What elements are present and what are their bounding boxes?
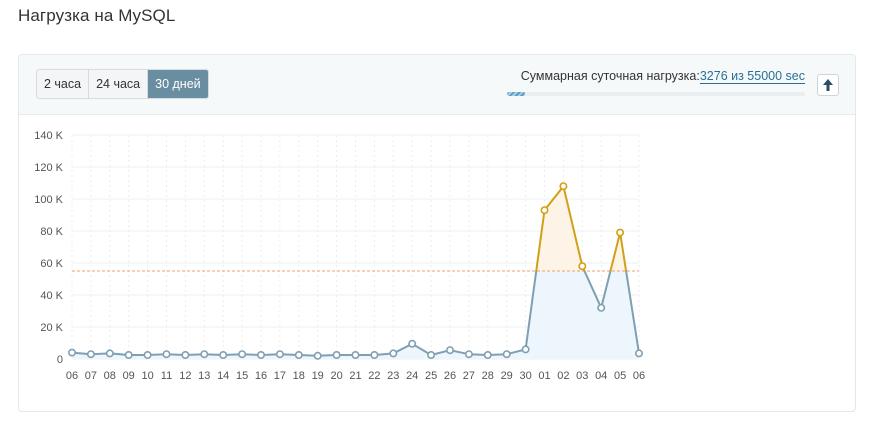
data-point bbox=[427, 350, 436, 359]
x-tick-label: 15 bbox=[236, 370, 248, 382]
daily-load-progress-fill bbox=[507, 92, 525, 96]
x-tick-label: 11 bbox=[161, 370, 172, 382]
y-tick-label: 100 K bbox=[34, 194, 63, 206]
y-tick-label: 40 K bbox=[40, 290, 63, 302]
area-fill-normal bbox=[72, 271, 639, 359]
data-point bbox=[143, 350, 152, 359]
load-chart: 0 20 K 40 K 60 K 80 K 100 K 120 K 140 K 06 07 08 09… bbox=[34, 130, 645, 382]
y-tick-label: 80 K bbox=[40, 226, 63, 238]
data-point bbox=[370, 350, 379, 359]
x-tick-label: 14 bbox=[217, 370, 229, 382]
data-point bbox=[67, 348, 76, 357]
x-tick-label: 08 bbox=[104, 370, 116, 382]
daily-load-progress-bar bbox=[507, 92, 805, 96]
x-tick-label: 25 bbox=[425, 370, 437, 382]
x-tick-label: 01 bbox=[538, 370, 550, 382]
x-tick-label: 13 bbox=[198, 370, 210, 382]
data-point bbox=[181, 350, 190, 359]
y-tick-label: 60 K bbox=[40, 258, 63, 270]
data-point bbox=[105, 349, 114, 358]
daily-load-label: Суммарная суточная нагрузка: bbox=[520, 69, 700, 83]
data-point bbox=[257, 350, 266, 359]
data-point bbox=[389, 349, 398, 358]
data-point bbox=[275, 350, 284, 359]
data-point bbox=[445, 346, 454, 355]
data-point bbox=[86, 350, 95, 359]
page-title: Нагрузка на MySQL bbox=[18, 6, 176, 25]
x-tick-label: 24 bbox=[406, 370, 418, 382]
x-tick-label: 23 bbox=[387, 370, 399, 382]
tab-30-days[interactable]: 30 дней bbox=[148, 70, 208, 98]
y-tick-label: 120 K bbox=[34, 162, 63, 174]
data-point bbox=[124, 350, 133, 359]
x-tick-label: 10 bbox=[141, 370, 153, 382]
x-tick-label: 17 bbox=[274, 370, 286, 382]
x-tick-label: 18 bbox=[293, 370, 305, 382]
x-tick-label: 26 bbox=[444, 370, 456, 382]
arrow-up-icon bbox=[823, 79, 833, 91]
x-tick-label: 02 bbox=[557, 370, 569, 382]
daily-load-value-link[interactable]: 3276 из 55000 sec bbox=[699, 69, 805, 84]
x-tick-label: 09 bbox=[123, 370, 135, 382]
panel-header: 2 часа 24 часа 30 дней Суммарная суточна… bbox=[19, 55, 855, 115]
x-tick-label: 07 bbox=[85, 370, 97, 382]
data-point bbox=[200, 350, 209, 359]
tab-24-hours[interactable]: 24 часа bbox=[89, 70, 149, 98]
data-point bbox=[502, 350, 511, 359]
daily-load-summary: Суммарная суточная нагрузка:3276 из 5500… bbox=[520, 69, 805, 84]
data-point bbox=[351, 350, 360, 359]
x-tick-label: 19 bbox=[312, 370, 324, 382]
x-tick-label: 03 bbox=[576, 370, 588, 382]
tab-2-hours[interactable]: 2 часа bbox=[37, 70, 90, 98]
x-tick-label: 22 bbox=[368, 370, 380, 382]
data-point bbox=[521, 345, 530, 354]
x-tick-label: 21 bbox=[349, 370, 361, 382]
x-tick-label: 06 bbox=[633, 370, 645, 382]
data-point bbox=[464, 350, 473, 359]
collapse-button[interactable] bbox=[817, 74, 839, 96]
x-tick-label: 12 bbox=[179, 370, 191, 382]
x-tick-label: 20 bbox=[330, 370, 342, 382]
data-point bbox=[540, 206, 549, 215]
period-tabs: 2 часа 24 часа 30 дней bbox=[36, 69, 209, 99]
area-fill-excess bbox=[536, 186, 627, 271]
x-tick-label: 28 bbox=[482, 370, 494, 382]
data-point bbox=[408, 339, 417, 348]
data-point bbox=[634, 349, 643, 358]
data-point bbox=[313, 351, 322, 360]
y-tick-label: 140 K bbox=[34, 130, 63, 142]
data-point bbox=[332, 350, 341, 359]
x-tick-label: 05 bbox=[614, 370, 626, 382]
x-tick-label: 27 bbox=[463, 370, 475, 382]
data-point bbox=[616, 228, 625, 237]
x-tick-label: 30 bbox=[519, 370, 531, 382]
data-point bbox=[483, 350, 492, 359]
x-tick-label: 06 bbox=[66, 370, 78, 382]
data-point bbox=[219, 350, 228, 359]
data-point bbox=[294, 350, 303, 359]
data-point bbox=[238, 350, 247, 359]
data-point bbox=[559, 182, 568, 191]
x-tick-label: 16 bbox=[255, 370, 267, 382]
data-point bbox=[162, 350, 171, 359]
chart-panel: 2 часа 24 часа 30 дней Суммарная суточна… bbox=[18, 54, 856, 412]
x-tick-label: 04 bbox=[595, 370, 607, 382]
y-tick-label: 0 bbox=[57, 354, 63, 366]
x-tick-label: 29 bbox=[501, 370, 513, 382]
y-tick-label: 20 K bbox=[40, 322, 63, 334]
data-point bbox=[597, 303, 606, 312]
data-point bbox=[578, 262, 587, 271]
